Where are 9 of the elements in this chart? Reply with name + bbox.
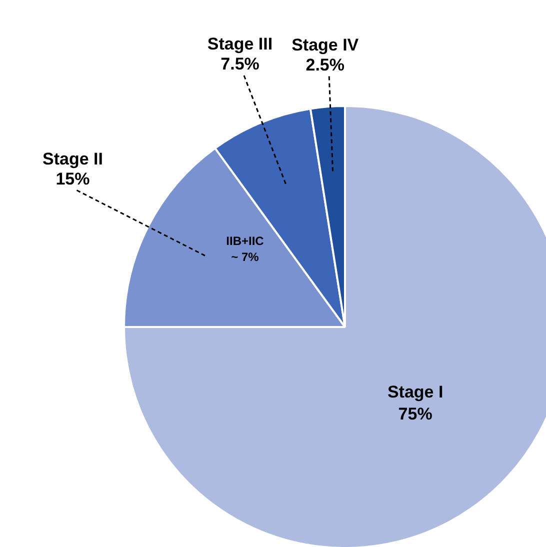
data-label: 7.5% <box>220 54 260 74</box>
data-label: 75% <box>398 404 432 424</box>
slice-label: Stage III <box>207 34 273 54</box>
data-label: 15% <box>56 169 90 188</box>
data-label: 2.5% <box>306 55 344 74</box>
slice-label: Stage II <box>42 149 103 168</box>
text: IIB+IIC ~ 7% <box>226 234 264 264</box>
slice-label: Stage IV <box>292 35 360 54</box>
slice-label: Stage I <box>387 382 444 402</box>
